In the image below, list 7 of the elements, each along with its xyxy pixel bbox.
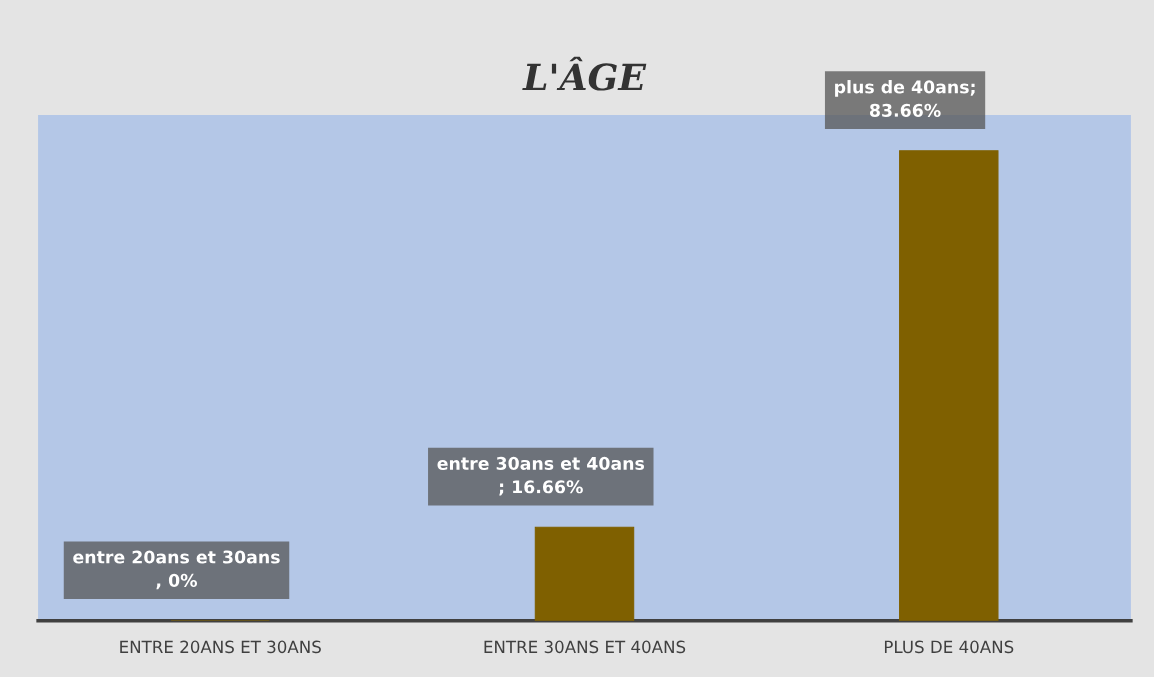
x-tick-label: ENTRE 20ANS ET 30ANS <box>120 640 321 654</box>
data-label: entre 30ans et 40ans ; 16.66% <box>437 456 645 496</box>
x-tick-label: ENTRE 30ANS ET 40ANS <box>484 640 686 654</box>
x-tick-label: PLUS DE 40ANS <box>884 640 1014 654</box>
data-label: entre 20ans et 30ans , 0% <box>73 550 280 590</box>
data-label: plus de 40ans; 83.66% <box>835 80 975 117</box>
chart-title: L'ÂGE <box>522 56 647 91</box>
